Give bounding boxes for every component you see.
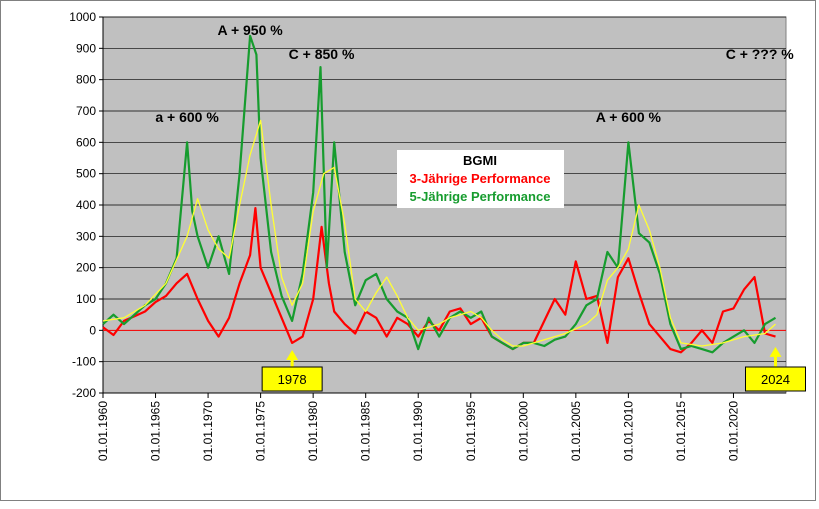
x-tick-label: 01.01.1970 <box>201 401 215 461</box>
legend-box <box>397 150 564 208</box>
y-tick-label: 1000 <box>69 10 96 24</box>
x-tick-label: 01.01.1995 <box>464 401 478 461</box>
y-tick-label: 400 <box>76 198 96 212</box>
x-tick-label: 01.01.1980 <box>306 401 320 461</box>
series-line-trend <box>102 119 776 347</box>
x-axis: 01.01.1960 01.01.1965 01.01.1970 01.01.1975… <box>96 392 786 461</box>
peak-annotation: a + 600 % <box>155 109 219 125</box>
y-tick-label: 200 <box>76 261 96 275</box>
y-tick-label: 700 <box>76 104 96 118</box>
y-tick-label: 100 <box>76 292 96 306</box>
legend-item-5-jaehrige: 5-Jährige Performance <box>410 189 551 204</box>
x-tick-label: 01.01.2020 <box>726 401 740 461</box>
callout-box <box>261 366 323 392</box>
x-tick-label: 01.01.1965 <box>149 401 163 461</box>
x-tick-label: 01.01.2010 <box>621 401 635 461</box>
x-tick-label: 01.01.2000 <box>516 401 530 461</box>
x-tick-label: 01.01.1960 <box>96 401 110 461</box>
callout-label: 2024 <box>761 372 790 387</box>
peak-annotation: C + 850 % <box>289 46 355 62</box>
series-layer <box>102 34 777 354</box>
y-tick-label: -200 <box>72 386 96 400</box>
x-tick-label: 01.01.1985 <box>359 401 373 461</box>
callout-arrow-head <box>769 346 782 357</box>
y-tick-label: 0 <box>89 323 96 337</box>
y-tick-label: 300 <box>76 229 96 243</box>
legend-title: BGMI <box>463 153 497 168</box>
y-tick-label: 600 <box>76 135 96 149</box>
y-tick-label: 900 <box>76 41 96 55</box>
legend-item-3-jaehrige: 3-Jährige Performance <box>410 171 551 186</box>
legend: BGMI 3-Jährige Performance 5-Jährige Per… <box>397 150 564 208</box>
peak-annotation: C + ??? % <box>726 46 795 62</box>
peak-annotation: A + 950 % <box>217 22 283 38</box>
y-tick-label: 500 <box>76 167 96 181</box>
x-tick-label: 01.01.2015 <box>674 401 688 461</box>
callout-box <box>744 366 806 392</box>
y-tick-label: -100 <box>72 355 96 369</box>
peak-annotation: A + 600 % <box>596 109 662 125</box>
callout-label: 1978 <box>278 372 307 387</box>
x-tick-label: 01.01.1990 <box>411 401 425 461</box>
callout-arrow-head <box>286 350 299 360</box>
series-line-5-jaehrige <box>102 34 777 354</box>
x-tick-label: 01.01.1975 <box>254 401 268 461</box>
annotation-layer: a + 600 % A + 950 % C + 850 % A + 600 % C + … <box>155 22 806 392</box>
y-tick-label: 800 <box>76 73 96 87</box>
x-tick-label: 01.01.2005 <box>569 401 583 461</box>
gridlines <box>103 16 786 394</box>
